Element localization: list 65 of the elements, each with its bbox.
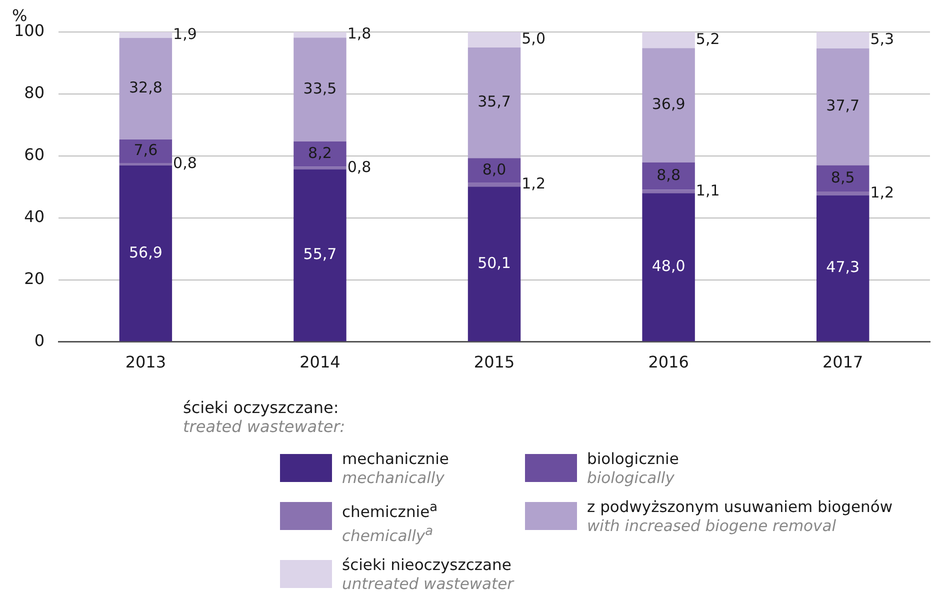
bar (119, 32, 172, 38)
bar (468, 186, 521, 342)
y-tick-label: 80 (24, 83, 45, 102)
bar (816, 32, 870, 48)
bar (468, 182, 521, 187)
x-tick-label: 2017 (822, 352, 864, 372)
data-label: 35,7 (478, 92, 511, 111)
bar (642, 193, 695, 342)
data-label: 8,8 (656, 166, 680, 184)
data-label: 1,9 (173, 24, 197, 43)
legend-label: chemicznie$^{a}$ chemically$^{a}$ (342, 499, 438, 546)
data-label: 0,8 (173, 154, 197, 172)
data-label: 8,0 (482, 160, 506, 178)
bar (294, 32, 346, 38)
data-label: 36,9 (652, 95, 686, 114)
data-label: 1,1 (696, 181, 720, 200)
x-tick-label: 2013 (125, 352, 166, 372)
data-label: 55,7 (303, 245, 337, 264)
bar (119, 166, 172, 342)
data-label: 7,6 (134, 141, 158, 160)
legend-label: biologicznie biologically (587, 450, 679, 488)
y-tick-label: 0 (34, 330, 45, 350)
data-label: 1,2 (522, 174, 546, 193)
bar (816, 48, 870, 166)
data-label: 0,8 (347, 158, 372, 176)
bar (294, 141, 346, 167)
data-label: 8,2 (308, 144, 332, 162)
data-label: 47,3 (826, 258, 860, 276)
data-label: 1,2 (870, 183, 894, 202)
bar (816, 195, 870, 342)
bar (468, 158, 521, 183)
bar (642, 48, 695, 162)
data-label: 33,5 (303, 79, 337, 98)
data-label: 8,5 (830, 168, 855, 186)
x-tick-label: 2014 (300, 352, 340, 372)
bar (294, 38, 346, 142)
data-label: 48,0 (652, 257, 686, 276)
data-label: 1,8 (347, 24, 372, 43)
data-label: 32,8 (128, 78, 162, 97)
bar (816, 192, 870, 196)
bar (642, 32, 695, 48)
data-label: 5,0 (522, 30, 546, 48)
data-label: 37,7 (826, 96, 860, 115)
bar (119, 163, 172, 166)
data-label: 5,3 (870, 30, 894, 48)
bar (294, 169, 346, 342)
data-label: 56,9 (128, 243, 162, 262)
legend-label: mechanicznie mechanically (342, 450, 449, 488)
bar (468, 32, 521, 48)
bar (642, 162, 695, 190)
bar (119, 140, 172, 164)
x-tick-label: 2016 (648, 352, 689, 372)
legend-label: z podwyższonym usuwaniem biogenów with increased biogene removal (587, 498, 893, 536)
bar (468, 47, 521, 158)
bar (816, 165, 870, 192)
data-label: 50,1 (478, 254, 511, 272)
y-tick-label: 60 (24, 145, 45, 164)
bar (642, 190, 695, 194)
legend-title: ścieki oczyszczane: treated wastewater: (183, 398, 346, 436)
bar (119, 38, 172, 140)
y-tick-label: 20 (24, 268, 45, 288)
data-label: 5,2 (696, 30, 720, 48)
y-tick-label: 40 (24, 207, 45, 226)
x-tick-label: 2015 (474, 352, 515, 372)
legend-label: ścieki nieoczyszczane untreated wastewater (342, 556, 514, 594)
